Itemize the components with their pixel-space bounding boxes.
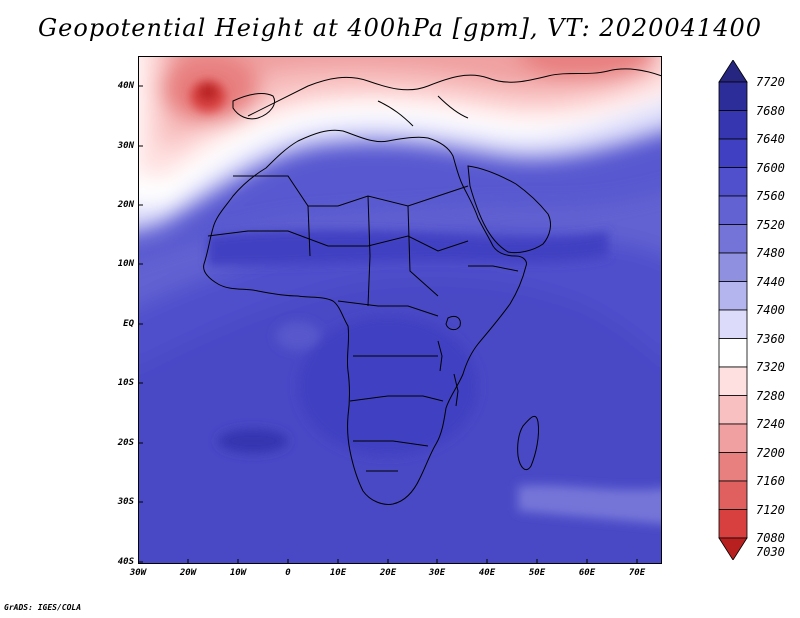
colorbar-segment (718, 366, 748, 396)
lat-label-40s: 40S (117, 557, 134, 567)
colorbar-segment (718, 395, 748, 425)
lat-label-20n: 20N (117, 200, 134, 210)
map-panel[interactable] (138, 56, 662, 564)
colorbar-bottom-arrow (718, 537, 748, 560)
colorbar-label: 7120 (756, 502, 785, 517)
map-title: Geopotential Height at 400hPa [gpm], VT:… (38, 14, 762, 42)
colorbar-label: 7680 (756, 103, 785, 118)
colorbar-label: 7320 (756, 360, 785, 374)
lon-label-70e: 70E (628, 568, 646, 578)
lon-label-40e: 40E (478, 568, 496, 578)
colorbar-segment (718, 423, 748, 453)
lat-label-30s: 30S (117, 497, 134, 507)
colorbar-segment (718, 167, 748, 197)
colorbar-label: 7280 (756, 388, 785, 403)
lon-label-60e: 60E (578, 568, 596, 578)
colorbar-label: 7520 (756, 217, 785, 232)
colorbar-label: 7640 (756, 132, 785, 146)
colorbar-segment (718, 480, 748, 510)
lon-label-20e: 20E (379, 568, 397, 578)
colorbar-top-arrow (718, 60, 748, 83)
colorbar-label: 7480 (756, 246, 785, 260)
colorbar-label: 7360 (756, 331, 785, 346)
lat-label-30n: 30N (117, 141, 134, 151)
lon-label-0: 0 (285, 568, 291, 578)
lat-label-10n: 10N (117, 259, 134, 269)
colorbar-segment (718, 338, 748, 368)
lon-label-20w: 20W (179, 568, 197, 578)
lat-label-10s: 10S (117, 378, 134, 388)
colorbar-label: 7600 (756, 160, 785, 175)
colorbar-label: 7560 (756, 189, 785, 203)
lon-label-10e: 10E (329, 568, 347, 578)
colorbar-segment (718, 81, 748, 111)
colorbar-segment (718, 509, 748, 539)
colorbar-label: 7720 (756, 75, 785, 89)
height-field (138, 56, 662, 564)
colorbar-segment (718, 138, 748, 168)
lon-label-30e: 30E (428, 568, 446, 578)
lon-label-50e: 50E (528, 568, 546, 578)
colorbar (718, 60, 748, 560)
colorbar-segment (718, 110, 748, 140)
lat-label-40n: 40N (117, 81, 134, 91)
colorbar-label: 7160 (756, 474, 785, 488)
colorbar-segment (718, 309, 748, 339)
coastlines (203, 68, 662, 505)
lat-label-20s: 20S (117, 438, 134, 448)
colorbar-label: 7080 (756, 531, 785, 545)
colorbar-label: 7400 (756, 303, 785, 317)
colorbar-segment (718, 252, 748, 282)
footer-credit: GrADS: IGES/COLA (4, 603, 82, 612)
lat-label-eq: EQ (123, 319, 134, 329)
colorbar-segment (718, 195, 748, 225)
colorbar-segment (718, 452, 748, 482)
colorbar-label: 7030 (756, 545, 785, 559)
lon-label-30w: 30W (129, 568, 147, 578)
colorbar-segment (718, 224, 748, 254)
colorbar-segment (718, 281, 748, 311)
lon-label-10w: 10W (229, 568, 247, 578)
colorbar-label: 7440 (756, 274, 785, 289)
tick-marks (138, 85, 638, 564)
colorbar-label: 7240 (756, 417, 785, 431)
map-canvas[interactable] (138, 56, 662, 564)
colorbar-label: 7200 (756, 445, 785, 460)
